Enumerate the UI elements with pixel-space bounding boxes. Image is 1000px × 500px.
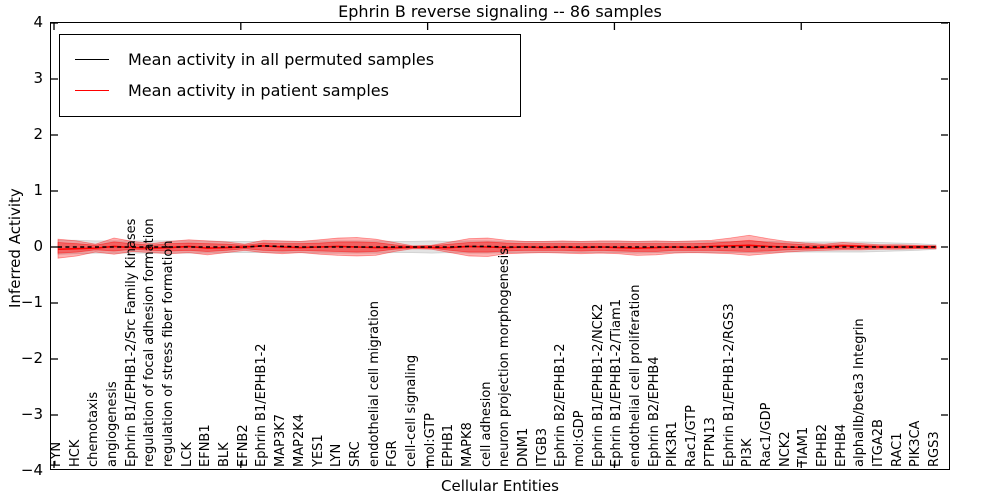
x-category-label: endothelial cell migration — [366, 301, 382, 467]
x-category-label: Ephrin B1/EPHB1-2/Src Family Kinases — [123, 218, 139, 467]
x-category-label: ITGB3 — [534, 427, 550, 467]
x-category-label: EPHB2 — [814, 423, 830, 467]
x-category-label: PIK3R1 — [665, 421, 681, 467]
legend-label-permuted: Mean activity in all permuted samples — [128, 50, 435, 69]
x-category-label: regulation of stress fiber formation — [161, 240, 177, 467]
x-category-label: regulation of focal adhesion formation — [142, 218, 158, 467]
x-category-label: cell-cell signaling — [403, 354, 419, 467]
x-category-label: YES1 — [310, 434, 326, 467]
x-category-label: MAP2K4 — [291, 413, 307, 467]
permuted-mean-line — [58, 245, 936, 248]
x-category-label: cell adhesion — [478, 381, 494, 467]
legend-item-permuted: Mean activity in all permuted samples — [60, 44, 520, 75]
x-category-label: HCK — [67, 439, 83, 467]
x-category-label: DNM1 — [516, 427, 532, 467]
x-category-label: LYN — [329, 443, 345, 467]
x-category-label: PIK3CA — [908, 420, 924, 467]
x-category-label: Rac1/GDP — [758, 402, 774, 467]
x-category-label: EFNB1 — [198, 424, 214, 467]
x-category-label: Ephrin B1/EPHB1-2/Tiam1 — [609, 298, 625, 467]
x-category-label: alphaIIb/beta3 Integrin — [852, 318, 868, 467]
y-tick-label: 0 — [33, 237, 43, 255]
x-category-label: Ephrin B1/EPHB1-2/RGS3 — [721, 303, 737, 467]
x-category-label: MAPK8 — [459, 422, 475, 467]
legend-line-black — [75, 59, 109, 60]
y-tick-label: −2 — [20, 349, 43, 367]
x-category-label: angiogenesis — [105, 381, 121, 467]
plot-area: Mean activity in all permuted samples Me… — [50, 22, 950, 470]
x-axis-label: Cellular Entities — [441, 477, 559, 495]
x-category-label: RAC1 — [889, 432, 905, 467]
chart-canvas — [51, 23, 948, 468]
y-tick-label: −3 — [20, 405, 43, 423]
legend-label-patient: Mean activity in patient samples — [128, 81, 389, 100]
x-category-label: BLK — [217, 442, 233, 467]
x-category-label: EFNB2 — [235, 424, 251, 467]
x-category-label: LCK — [179, 442, 195, 467]
x-category-label: RGS3 — [927, 431, 942, 467]
chart-title: Ephrin B reverse signaling -- 86 samples — [338, 2, 662, 21]
x-category-label: Rac1/GTP — [684, 405, 700, 467]
x-category-label: MAP3K7 — [273, 413, 289, 467]
x-category-label: neuron projection morphogenesis — [497, 248, 513, 467]
x-category-label: Ephrin B2/EPHB4 — [646, 356, 662, 467]
y-tick-label: 2 — [33, 125, 43, 143]
x-category-label: PTPN13 — [702, 417, 718, 467]
x-category-label: mol:GDP — [572, 410, 588, 467]
y-tick-label: −1 — [20, 293, 43, 311]
legend-line-red — [75, 90, 109, 91]
y-tick-label: 4 — [33, 13, 43, 31]
x-category-label: endothelial cell proliferation — [628, 284, 644, 468]
x-category-label: EPHB4 — [833, 423, 849, 467]
x-category-label: Ephrin B1/EPHB1-2 — [254, 343, 270, 467]
legend-item-patient: Mean activity in patient samples — [60, 75, 520, 106]
x-category-label: FYN — [49, 441, 64, 467]
x-category-label: SRC — [347, 441, 363, 467]
legend: Mean activity in all permuted samples Me… — [59, 34, 521, 117]
x-category-label: NCK2 — [777, 431, 793, 467]
x-category-label: ITGA2B — [870, 419, 886, 467]
x-category-label: EPHB1 — [441, 423, 457, 467]
y-tick-label: −4 — [20, 461, 43, 479]
x-category-label: FGR — [385, 440, 401, 467]
y-tick-label: 1 — [33, 181, 43, 199]
x-category-label: mol:GTP — [422, 413, 438, 467]
x-category-label: Ephrin B2/EPHB1-2 — [553, 343, 569, 467]
x-category-label: TIAM1 — [796, 426, 812, 467]
x-category-label: PI3K — [740, 438, 756, 467]
y-tick-label: 3 — [33, 69, 43, 87]
x-category-label: Ephrin B1/EPHB1-2/NCK2 — [590, 303, 606, 467]
x-category-label: chemotaxis — [86, 391, 102, 467]
